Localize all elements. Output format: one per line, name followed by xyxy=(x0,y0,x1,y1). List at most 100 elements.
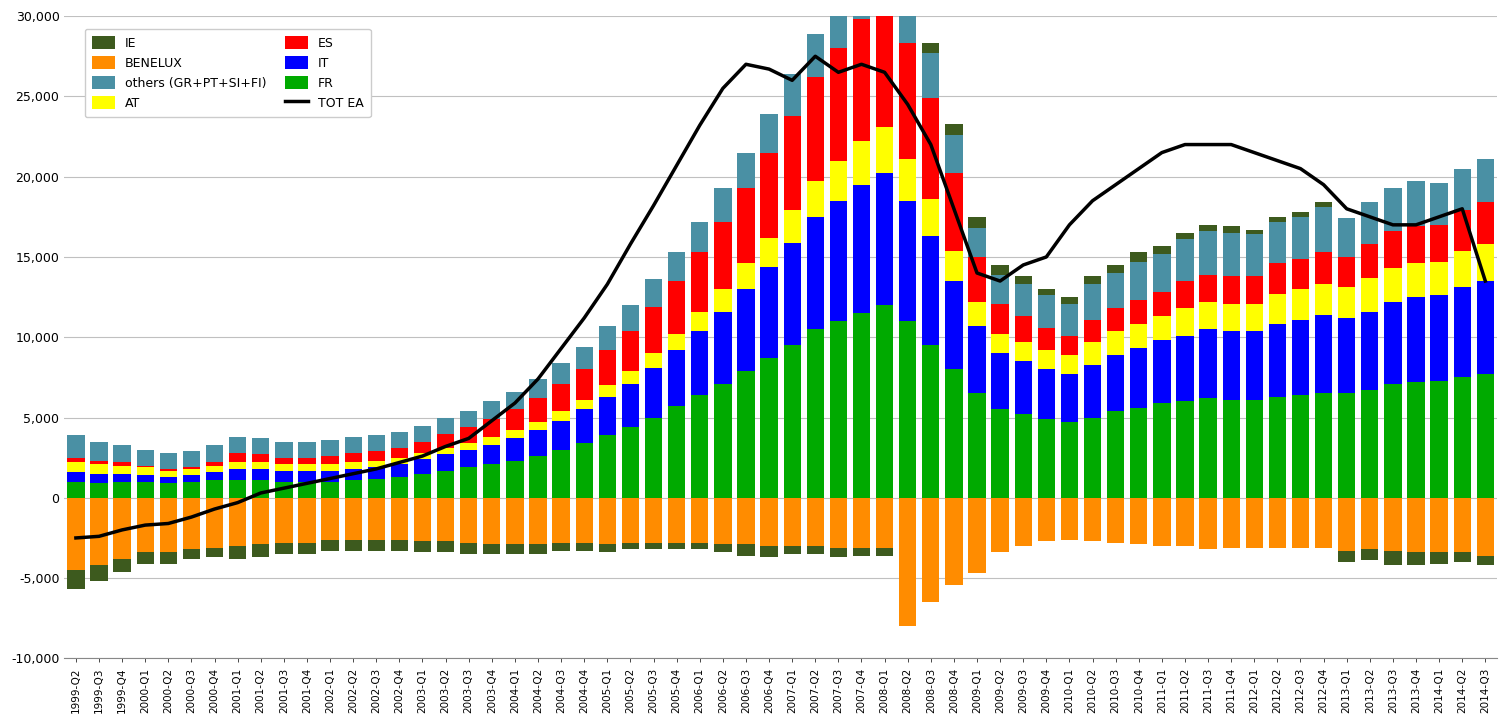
Bar xyxy=(968,498,986,573)
Bar xyxy=(1268,294,1286,324)
Bar xyxy=(576,443,593,498)
Bar xyxy=(968,216,986,228)
Bar xyxy=(829,201,847,321)
Bar xyxy=(1454,251,1470,287)
Bar xyxy=(645,353,662,368)
Bar xyxy=(274,442,293,458)
Bar xyxy=(1129,324,1148,348)
Bar xyxy=(691,498,709,543)
Bar xyxy=(344,452,362,463)
Bar xyxy=(229,480,246,498)
Bar xyxy=(1268,498,1286,547)
Bar xyxy=(1338,257,1356,287)
Bar xyxy=(854,313,870,498)
Bar xyxy=(621,543,639,550)
Bar xyxy=(460,427,478,443)
Bar xyxy=(344,463,362,469)
Bar xyxy=(991,274,1009,303)
Bar xyxy=(668,498,685,543)
Bar xyxy=(437,434,454,448)
Bar xyxy=(552,411,570,421)
Bar xyxy=(576,369,593,400)
Bar xyxy=(137,450,154,466)
Bar xyxy=(876,498,893,547)
Bar xyxy=(1223,498,1240,547)
Bar xyxy=(1129,408,1148,498)
Bar xyxy=(1084,364,1101,418)
Bar xyxy=(137,466,154,467)
Bar xyxy=(368,461,385,467)
Bar xyxy=(599,326,615,350)
Bar xyxy=(368,479,385,498)
Bar xyxy=(1107,498,1125,543)
Bar xyxy=(252,544,270,557)
Bar xyxy=(299,442,315,458)
Bar xyxy=(299,458,315,464)
Bar xyxy=(807,77,823,182)
Bar xyxy=(1431,225,1448,262)
Bar xyxy=(368,451,385,461)
Bar xyxy=(946,135,962,174)
Bar xyxy=(113,463,131,466)
Bar xyxy=(899,0,917,1)
Bar xyxy=(1407,264,1425,297)
Bar xyxy=(229,452,246,463)
Bar xyxy=(621,331,639,371)
Bar xyxy=(182,467,201,469)
Bar xyxy=(90,464,107,473)
Bar xyxy=(391,464,409,477)
Bar xyxy=(507,439,523,461)
Bar xyxy=(599,350,615,385)
Bar xyxy=(483,445,501,464)
Bar xyxy=(645,279,662,307)
Bar xyxy=(207,480,223,498)
Bar xyxy=(1154,403,1170,498)
Bar xyxy=(274,543,293,554)
Bar xyxy=(137,552,154,563)
Bar xyxy=(483,402,501,419)
Bar xyxy=(760,546,778,557)
Bar xyxy=(1223,233,1240,277)
Bar xyxy=(1015,498,1031,546)
Bar xyxy=(1038,498,1056,541)
Bar xyxy=(691,311,709,331)
Bar xyxy=(252,463,270,469)
Bar xyxy=(1107,411,1125,498)
Bar xyxy=(1338,551,1356,562)
Bar xyxy=(1015,414,1031,498)
Bar xyxy=(1454,211,1470,251)
Bar xyxy=(876,547,893,555)
Bar xyxy=(946,251,962,281)
Bar xyxy=(368,467,385,479)
Bar xyxy=(1060,355,1078,374)
Bar xyxy=(1084,285,1101,319)
Bar xyxy=(1246,277,1262,303)
Bar xyxy=(90,473,107,484)
Bar xyxy=(946,174,962,251)
Bar xyxy=(1246,303,1262,331)
Bar xyxy=(1038,350,1056,369)
Bar xyxy=(344,469,362,480)
Bar xyxy=(1060,303,1078,336)
Bar xyxy=(1246,400,1262,498)
Bar xyxy=(645,498,662,543)
Bar xyxy=(991,498,1009,552)
Bar xyxy=(483,464,501,498)
Bar xyxy=(1384,268,1401,302)
Bar xyxy=(1315,252,1332,285)
Bar xyxy=(1223,331,1240,400)
Bar xyxy=(899,321,917,498)
Bar xyxy=(621,427,639,498)
Bar xyxy=(1223,277,1240,303)
Bar xyxy=(160,552,176,563)
Bar xyxy=(1038,289,1056,295)
Bar xyxy=(829,547,847,557)
Bar xyxy=(1015,361,1031,414)
Bar xyxy=(507,392,523,410)
Bar xyxy=(1431,381,1448,498)
Bar xyxy=(1476,159,1494,203)
Bar xyxy=(1362,498,1378,550)
Bar xyxy=(807,546,823,554)
Bar xyxy=(1384,551,1401,565)
Bar xyxy=(968,326,986,393)
